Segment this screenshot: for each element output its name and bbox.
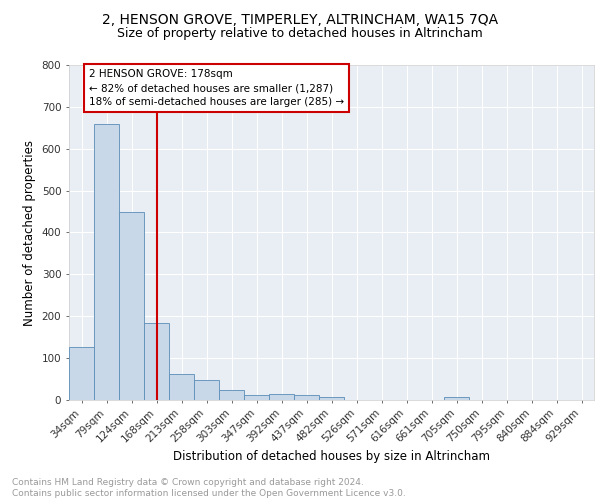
Bar bbox=[169, 374, 194, 400]
Text: 2 HENSON GROVE: 178sqm
← 82% of detached houses are smaller (1,287)
18% of semi-: 2 HENSON GROVE: 178sqm ← 82% of detached… bbox=[89, 69, 344, 107]
Bar bbox=[119, 212, 144, 400]
Bar bbox=[194, 380, 219, 400]
Bar bbox=[319, 397, 344, 400]
X-axis label: Distribution of detached houses by size in Altrincham: Distribution of detached houses by size … bbox=[173, 450, 490, 463]
Text: Contains HM Land Registry data © Crown copyright and database right 2024.
Contai: Contains HM Land Registry data © Crown c… bbox=[12, 478, 406, 498]
Bar bbox=[69, 347, 94, 400]
Bar bbox=[294, 395, 319, 400]
Text: Size of property relative to detached houses in Altrincham: Size of property relative to detached ho… bbox=[117, 28, 483, 40]
Bar bbox=[269, 394, 294, 400]
Bar bbox=[94, 124, 119, 400]
Bar bbox=[219, 390, 244, 400]
Bar bbox=[144, 324, 169, 400]
Bar bbox=[444, 396, 469, 400]
Text: 2, HENSON GROVE, TIMPERLEY, ALTRINCHAM, WA15 7QA: 2, HENSON GROVE, TIMPERLEY, ALTRINCHAM, … bbox=[102, 12, 498, 26]
Bar bbox=[244, 396, 269, 400]
Y-axis label: Number of detached properties: Number of detached properties bbox=[23, 140, 36, 326]
